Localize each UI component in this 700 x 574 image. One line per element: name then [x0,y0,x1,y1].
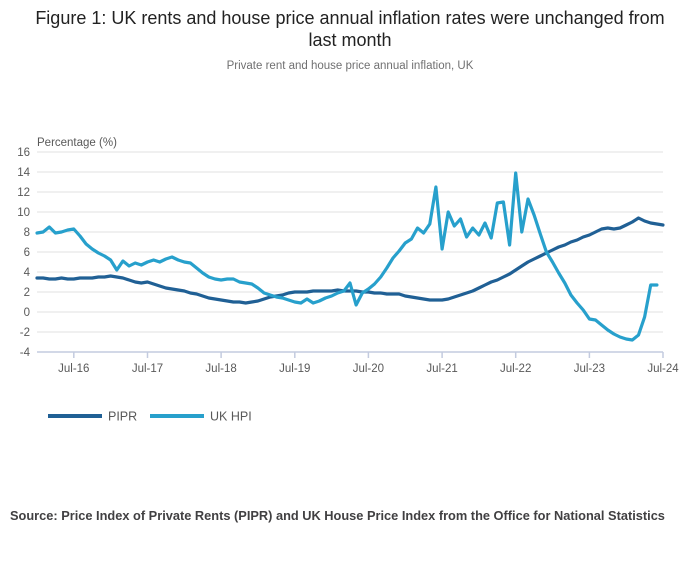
svg-text:-2: -2 [20,327,30,339]
legend-item-uk-hpi: UK HPI [150,410,252,424]
line-chart-area: 16 14 12 10 8 6 4 2 0 -2 -4 Percentage (%) Jul-16 Jul… [17,137,679,424]
svg-text:16: 16 [17,147,30,159]
figure-title: Figure 1: UK rents and house price annua… [35,8,665,50]
x-axis-tick-labels: Jul-16 Jul-17 Jul-18 Jul-19 Jul-20 Jul-21 Jul-… [58,363,679,375]
pipr-line [35,216,665,305]
svg-text:8: 8 [24,227,30,239]
svg-text:Jul-23: Jul-23 [574,363,605,375]
svg-text:0: 0 [24,307,30,319]
figure-subtitle: Private rent and house price annual infl… [226,60,474,72]
y-gridlines [37,151,663,353]
svg-text:Jul-21: Jul-21 [426,363,457,375]
svg-text:Jul-20: Jul-20 [353,363,384,375]
source-note: Source: Price Index of Private Rents (PI… [10,508,665,523]
svg-text:4: 4 [24,267,31,279]
svg-text:14: 14 [17,167,30,179]
svg-text:Jul-18: Jul-18 [205,363,236,375]
svg-text:Jul-19: Jul-19 [279,363,310,375]
svg-text:10: 10 [17,207,30,219]
svg-text:Jul-24: Jul-24 [647,363,679,375]
svg-text:12: 12 [17,187,30,199]
svg-text:2: 2 [24,287,30,299]
svg-text:Jul-22: Jul-22 [500,363,531,375]
svg-text:Jul-16: Jul-16 [58,363,89,375]
y-axis-unit-label: Percentage (%) [37,137,117,149]
svg-text:-4: -4 [20,347,31,359]
y-axis-tick-labels: 16 14 12 10 8 6 4 2 0 -2 -4 [17,147,30,359]
svg-text:6: 6 [24,247,30,259]
legend-label-pipr: PIPR [108,410,137,424]
svg-text:Jul-17: Jul-17 [132,363,163,375]
uk-hpi-line [35,171,659,342]
legend-label-uk-hpi: UK HPI [210,410,252,424]
legend-item-pipr: PIPR [48,410,137,424]
x-axis-ticks [73,352,664,358]
